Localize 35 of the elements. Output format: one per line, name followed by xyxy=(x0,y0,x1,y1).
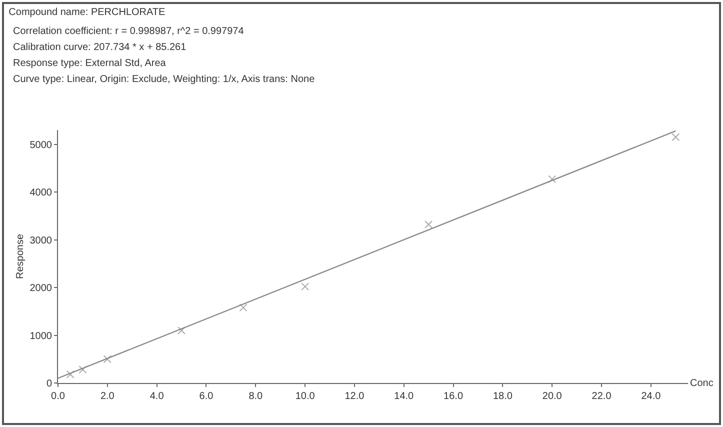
x-axis-title: Conc xyxy=(690,378,714,389)
x-tick-label: 2.0 xyxy=(100,391,115,402)
x-tick-label: 24.0 xyxy=(641,391,662,402)
x-tick-label: 18.0 xyxy=(492,391,513,402)
y-axis-title: Response xyxy=(14,234,26,280)
x-tick-label: 16.0 xyxy=(444,391,464,402)
y-tick-label: 3000 xyxy=(30,235,52,246)
point xyxy=(424,220,433,229)
x-tick-label: 4.0 xyxy=(150,391,164,402)
text: Correlation coefficient: r = 0.998987, r^2 = 0.997974 xyxy=(13,26,244,37)
x-tick-label: 6.0 xyxy=(199,391,214,402)
point xyxy=(78,366,87,374)
x-tick-label: 20.0 xyxy=(542,391,562,402)
x-tick-label: 22.0 xyxy=(592,391,612,402)
point xyxy=(239,304,248,312)
text: Response type: External Std, Area xyxy=(13,58,166,69)
chart-title: Compound name: PERCHLORATE xyxy=(8,7,166,18)
x-tick-label: 0.0 xyxy=(51,391,66,402)
y-tick-label: 5000 xyxy=(30,140,52,151)
y-tick-label: 4000 xyxy=(30,188,52,199)
point xyxy=(301,282,310,291)
y-tick-label: 0 xyxy=(46,378,52,390)
text: Calibration curve: 207.734 * x + 85.261 xyxy=(13,42,187,53)
y-tick-label: 2000 xyxy=(30,283,52,294)
x-tick-label: 8.0 xyxy=(248,391,264,402)
point xyxy=(66,370,74,378)
point xyxy=(178,326,186,334)
point xyxy=(103,355,112,364)
text: Curve type: Linear, Origin: Exclude, Weighting: 1/x, Axis trans: None xyxy=(13,74,316,85)
x-tick-label: 14.0 xyxy=(394,391,414,402)
point xyxy=(548,175,556,184)
point xyxy=(672,133,680,142)
x-tick-label: 10.0 xyxy=(295,391,316,402)
x-tick-label: 12.0 xyxy=(344,391,365,402)
y-tick-label: 1000 xyxy=(30,330,52,342)
